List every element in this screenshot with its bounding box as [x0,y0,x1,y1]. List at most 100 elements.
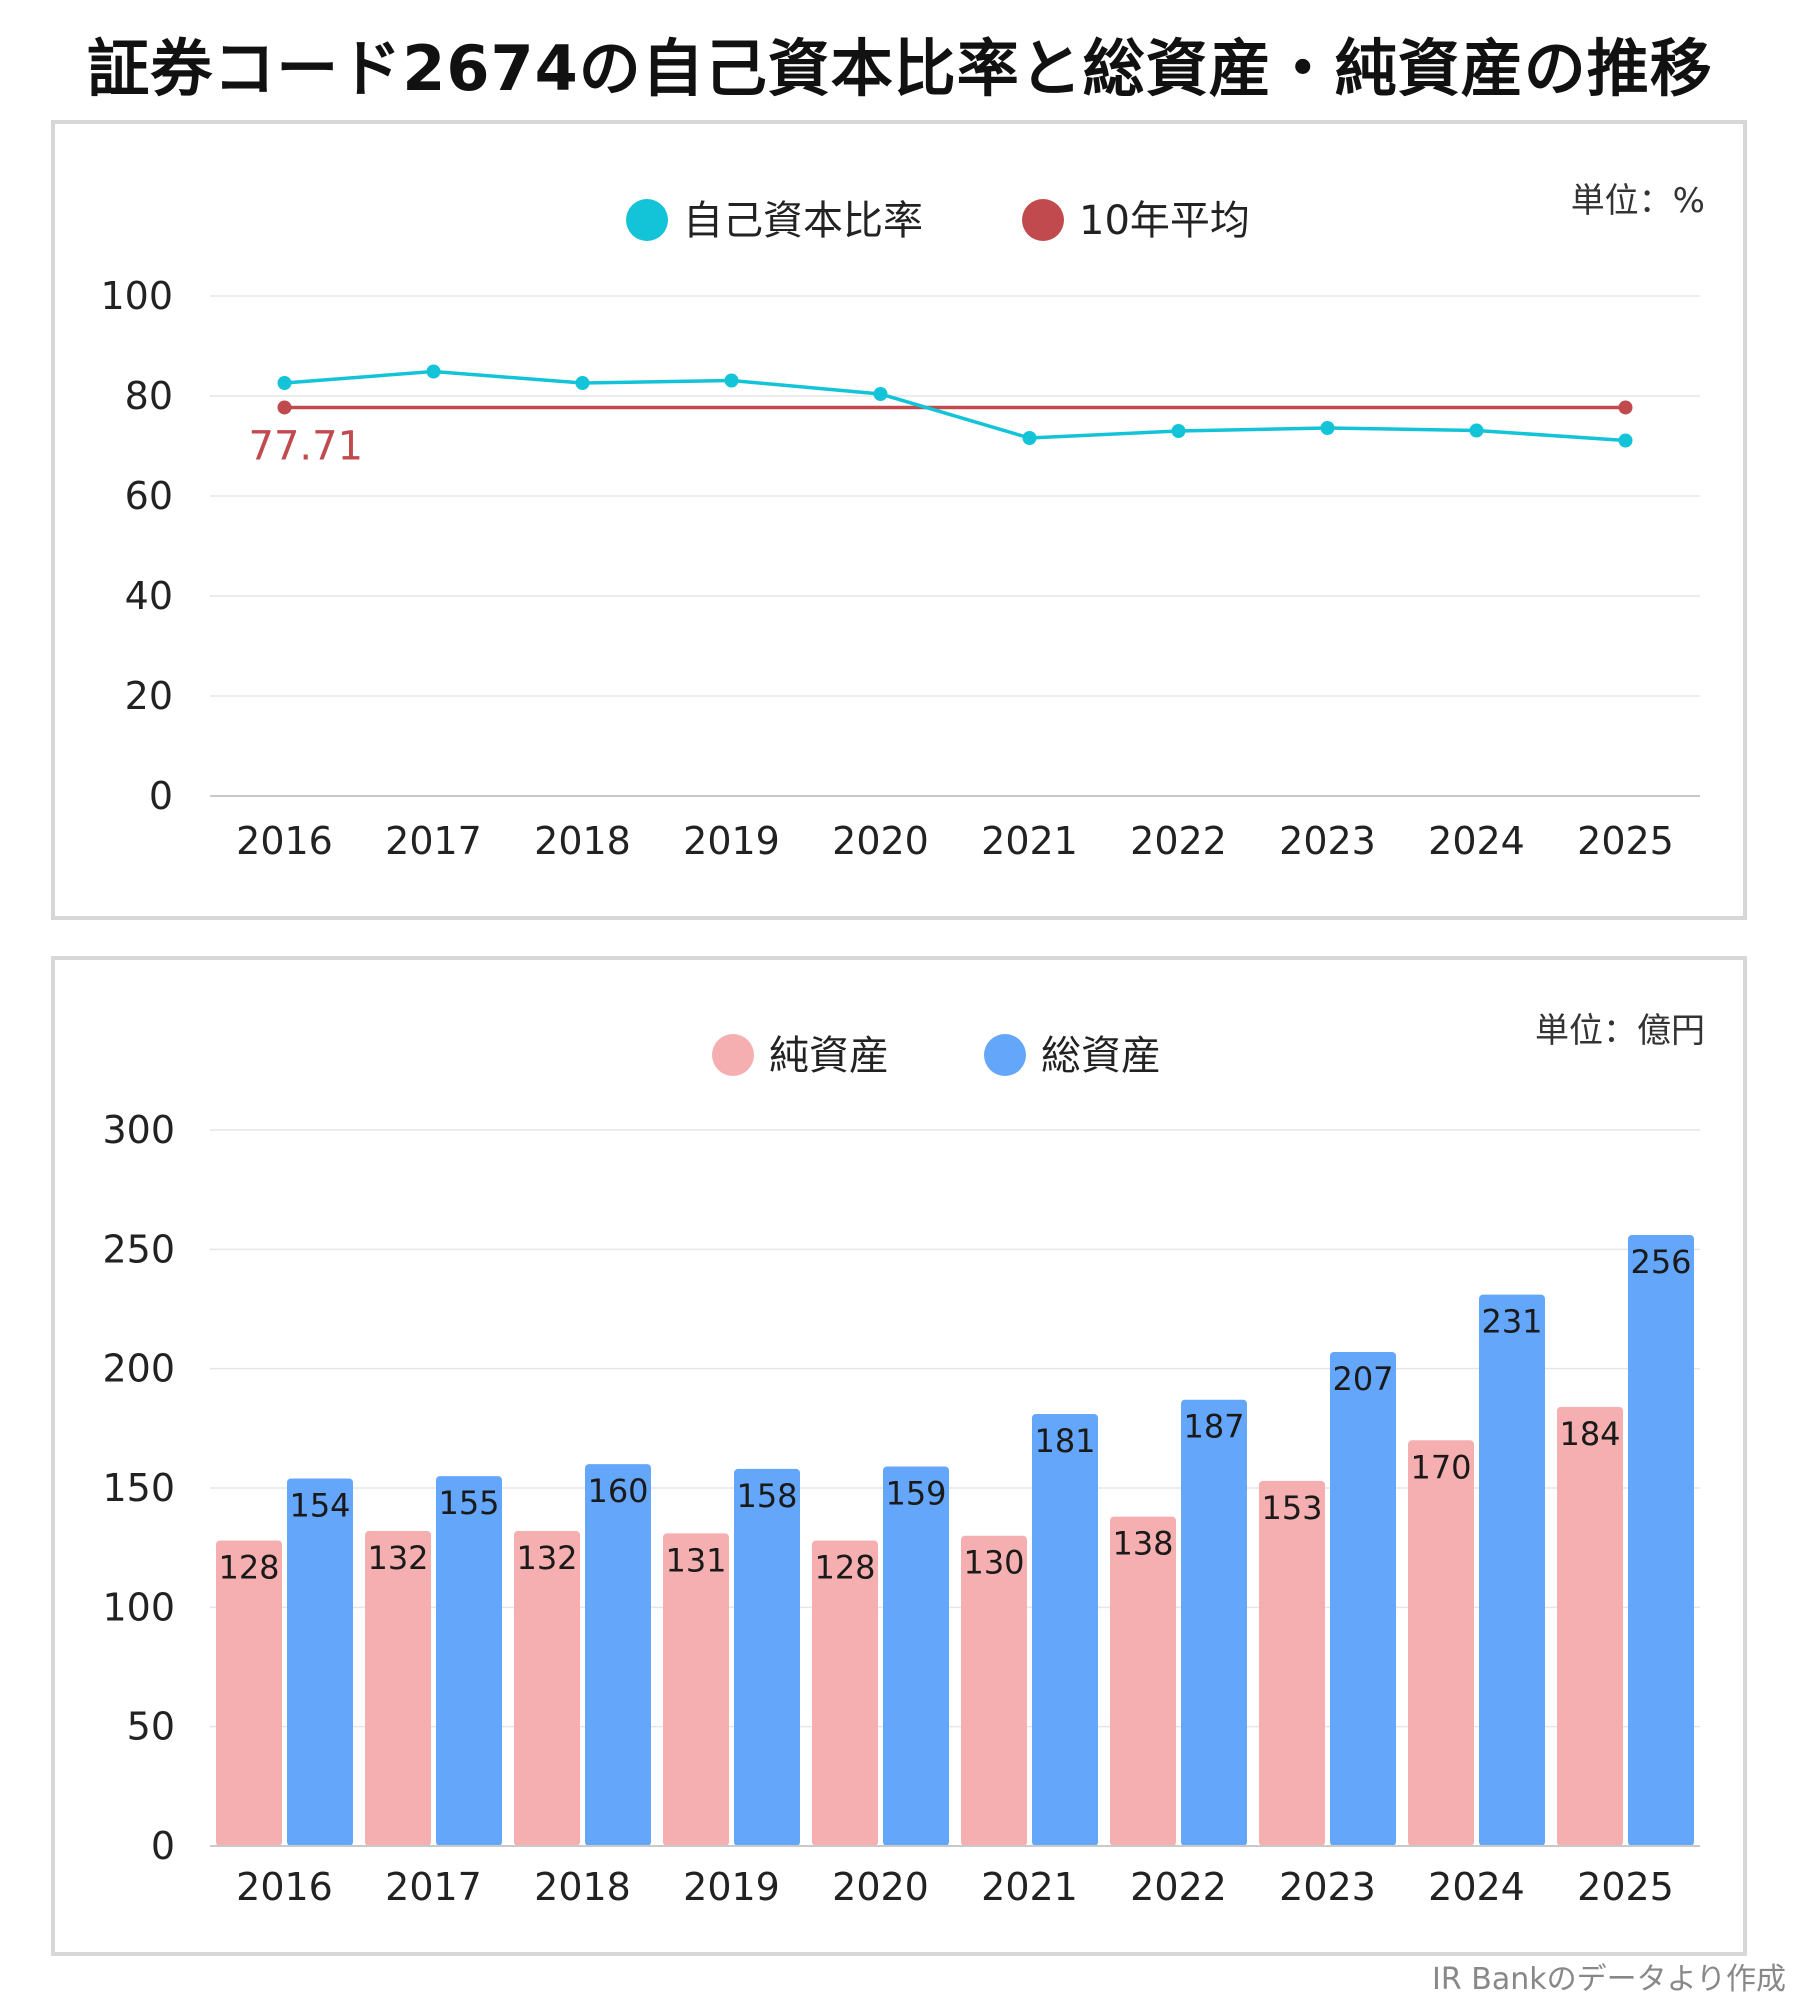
net-assets-value-label: 130 [963,1544,1024,1582]
equity-ratio-point [1618,433,1633,448]
x-tick-label: 2016 [236,819,333,863]
total-assets-bar [287,1478,353,1846]
x-tick-label: 2022 [1130,1865,1227,1909]
x-tick-label: 2025 [1577,819,1674,863]
x-tick-label: 2024 [1428,1865,1525,1909]
unit-label: 単位：億円 [1535,1011,1705,1051]
y-tick-label: 100 [100,274,173,318]
legend-label-total-assets: 総資産 [1041,1033,1161,1079]
total-assets-bar [1628,1235,1694,1846]
equity-ratio-point [724,373,739,388]
x-tick-label: 2016 [236,1865,333,1909]
net-assets-bar [216,1540,282,1846]
net-assets-bar [961,1535,1027,1846]
legend-marker-total-assets [984,1034,1026,1076]
net-assets-value-label: 128 [814,1549,875,1587]
total-assets-value-label: 181 [1034,1422,1095,1460]
x-tick-label: 2018 [534,819,631,863]
legend-marker-average [1022,199,1064,241]
total-assets-bar [1181,1399,1247,1846]
equity-ratio-point [1320,421,1335,435]
y-tick-label: 0 [149,774,173,818]
net-assets-value-label: 170 [1410,1448,1471,1486]
y-tick-label: 100 [102,1585,175,1629]
average-point [1618,400,1633,415]
x-tick-label: 2020 [832,819,929,863]
total-assets-bar [1032,1414,1098,1846]
y-tick-label: 20 [125,674,173,718]
net-assets-bar [1110,1516,1176,1846]
net-assets-value-label: 132 [516,1539,577,1577]
x-tick-label: 2017 [385,819,482,863]
average-point [277,400,292,415]
x-tick-label: 2023 [1279,1865,1376,1909]
net-assets-value-label: 184 [1559,1415,1620,1453]
equity-ratio-point [277,376,292,390]
page-title: 証券コード2674の自己資本比率と総資産・純資産の推移 [87,32,1713,105]
net-assets-bar [663,1533,729,1846]
net-assets-value-label: 131 [665,1541,726,1579]
average-value-label: 77.71 [249,423,364,469]
net-assets-bar [1259,1480,1325,1846]
y-tick-label: 150 [102,1466,175,1510]
y-tick-label: 300 [102,1108,175,1152]
total-assets-bar [1330,1351,1396,1846]
x-tick-label: 2017 [385,1865,482,1909]
x-tick-label: 2019 [683,819,780,863]
unit-label: 単位：% [1571,181,1705,221]
net-assets-value-label: 138 [1112,1525,1173,1563]
x-tick-label: 2025 [1577,1865,1674,1909]
y-tick-label: 200 [102,1347,175,1391]
y-tick-label: 50 [127,1705,175,1749]
net-assets-bar [1557,1406,1623,1846]
total-assets-bar [436,1476,502,1846]
legend-marker-equity-ratio [626,199,668,241]
equity-ratio-point [575,376,590,390]
net-assets-bar [812,1540,878,1846]
equity-ratio-chart: 0 20 40 60 80 100 2016 2017 2018 2019 2020 2021 2022… [100,181,1705,863]
x-tick-label: 2020 [832,1865,929,1909]
equity-ratio-point [873,387,888,401]
total-assets-bar [734,1468,800,1846]
y-tick-label: 0 [151,1824,175,1868]
total-assets-value-label: 187 [1183,1408,1244,1446]
y-tick-label: 40 [125,574,173,618]
equity-ratio-point [1171,424,1186,438]
total-assets-bar [1479,1294,1545,1846]
total-assets-value-label: 207 [1332,1360,1393,1398]
total-assets-bar [883,1466,949,1846]
x-tick-label: 2023 [1279,819,1376,863]
assets-chart: 0 50 100 150 200 250 300 128 154 2016 132 155 2017 13… [102,1011,1705,1909]
net-assets-value-label: 128 [218,1549,279,1587]
total-assets-value-label: 231 [1481,1303,1542,1341]
legend-label-equity-ratio: 自己資本比率 [683,198,923,244]
y-tick-label: 250 [102,1227,175,1271]
x-tick-label: 2021 [981,1865,1078,1909]
legend-label-average: 10年平均 [1079,198,1250,244]
legend-marker-net-assets [712,1034,754,1076]
total-assets-value-label: 160 [587,1472,648,1510]
equity-ratio-chart-panel: 0 20 40 60 80 100 2016 2017 2018 2019 2020 2021 2022… [51,120,1747,920]
x-tick-label: 2021 [981,819,1078,863]
x-tick-label: 2024 [1428,819,1525,863]
equity-ratio-line [284,369,1626,443]
net-assets-value-label: 153 [1261,1489,1322,1527]
equity-ratio-point [1022,431,1037,445]
source-credit: IR Bankのデータより作成 [1432,1962,1786,1997]
total-assets-bar [585,1464,651,1846]
net-assets-bar [1408,1440,1474,1846]
x-tick-label: 2022 [1130,819,1227,863]
total-assets-value-label: 256 [1630,1243,1691,1281]
net-assets-bar [514,1530,580,1846]
x-tick-label: 2019 [683,1865,780,1909]
equity-ratio-point [1469,423,1484,438]
total-assets-value-label: 158 [736,1477,797,1515]
y-tick-label: 80 [125,374,173,418]
net-assets-value-label: 132 [367,1539,428,1577]
total-assets-value-label: 159 [885,1475,946,1513]
y-tick-label: 60 [125,474,173,518]
assets-chart-panel: 0 50 100 150 200 250 300 128 154 2016 132 155 2017 13… [51,956,1747,1956]
x-tick-label: 2018 [534,1865,631,1909]
total-assets-value-label: 155 [438,1484,499,1522]
equity-ratio-point [426,364,441,379]
